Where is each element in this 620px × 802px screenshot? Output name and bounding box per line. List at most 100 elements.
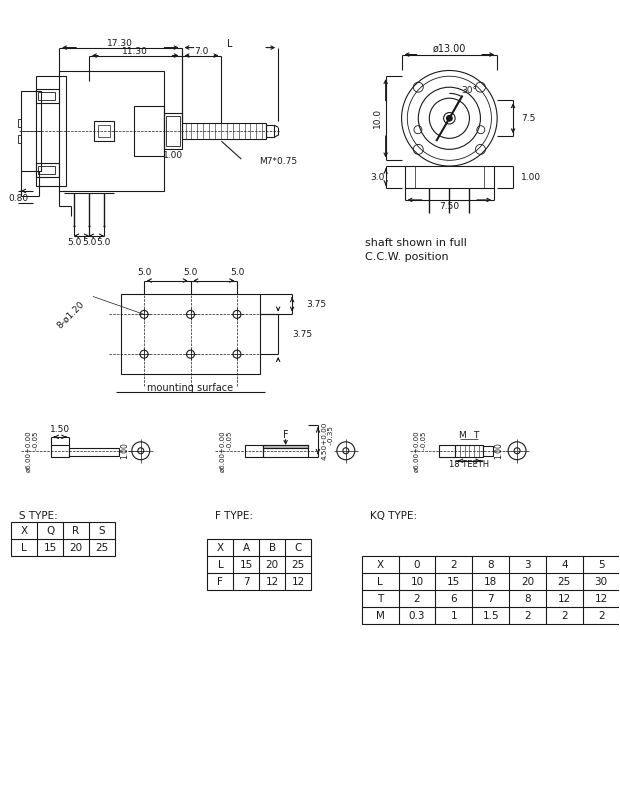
Text: L: L (378, 577, 383, 587)
Text: 7.50: 7.50 (440, 202, 459, 212)
Text: 5.0: 5.0 (137, 268, 151, 277)
Bar (483, 446, 493, 456)
Text: S: S (99, 526, 105, 536)
Text: 17.30: 17.30 (107, 39, 133, 48)
Text: M: M (458, 431, 466, 440)
Bar (51, 445, 69, 457)
Text: M7*0.75: M7*0.75 (259, 156, 298, 165)
Text: S TYPE:: S TYPE: (19, 512, 58, 521)
Text: 7: 7 (243, 577, 250, 587)
Text: 2: 2 (451, 560, 457, 569)
Text: X: X (217, 543, 224, 553)
Text: KQ TYPE:: KQ TYPE: (370, 512, 417, 521)
Text: 1.00: 1.00 (521, 172, 541, 181)
Text: ø6.00+0.00
         -0.05: ø6.00+0.00 -0.05 (414, 430, 427, 472)
Text: 18 TEETH: 18 TEETH (450, 460, 489, 469)
Bar (11, 522, 115, 557)
Text: 2: 2 (561, 610, 568, 621)
Bar (405, 166, 494, 188)
Text: M: M (376, 610, 384, 621)
Bar (36, 76, 66, 186)
Text: 12: 12 (291, 577, 304, 587)
Text: 1.00: 1.00 (495, 443, 503, 460)
Bar (166, 116, 180, 146)
Text: 2: 2 (598, 610, 604, 621)
Text: 11.30: 11.30 (122, 47, 148, 56)
Text: L: L (227, 38, 232, 49)
Text: shaft shown in full: shaft shown in full (365, 237, 467, 248)
Text: 12: 12 (558, 593, 571, 604)
Bar (69, 448, 119, 456)
Text: 15: 15 (43, 543, 57, 553)
Text: 18: 18 (484, 577, 497, 587)
Bar (246, 445, 264, 457)
Text: 12: 12 (595, 593, 608, 604)
Bar (266, 125, 274, 137)
Text: ø6.00+0.00
         -0.05: ø6.00+0.00 -0.05 (220, 430, 233, 472)
Text: L: L (218, 560, 223, 569)
Bar (134, 107, 164, 156)
Bar (38, 92, 55, 100)
Text: A: A (242, 543, 250, 553)
Bar (264, 445, 308, 457)
Text: 5.0: 5.0 (97, 238, 111, 247)
Text: 0.3: 0.3 (409, 610, 425, 621)
Text: 1: 1 (451, 610, 457, 621)
Text: ø6.00+0.00
         -0.05: ø6.00+0.00 -0.05 (26, 430, 38, 472)
Bar (361, 557, 619, 624)
Text: 8: 8 (487, 560, 494, 569)
Text: 3.75: 3.75 (292, 330, 312, 338)
Text: 3: 3 (524, 560, 531, 569)
Bar (36, 163, 59, 177)
Text: 2: 2 (524, 610, 531, 621)
Text: 25: 25 (291, 560, 304, 569)
Text: 20: 20 (521, 577, 534, 587)
Text: 2: 2 (414, 593, 420, 604)
Bar (59, 71, 164, 191)
Text: 5.0: 5.0 (67, 238, 81, 247)
Text: X: X (376, 560, 384, 569)
Text: ø13.00: ø13.00 (433, 43, 466, 54)
Text: 0: 0 (414, 560, 420, 569)
Text: 15: 15 (447, 577, 461, 587)
Text: 25: 25 (558, 577, 571, 587)
Text: 6: 6 (451, 593, 457, 604)
Text: T: T (377, 593, 383, 604)
Bar (208, 540, 311, 590)
Bar (415, 166, 484, 188)
Text: B: B (268, 543, 276, 553)
Bar (98, 125, 110, 137)
Text: 8: 8 (524, 593, 531, 604)
Text: 1.00: 1.00 (162, 151, 183, 160)
Text: 1.00: 1.00 (120, 443, 130, 460)
Text: 7.5: 7.5 (521, 114, 536, 123)
Bar (264, 445, 308, 448)
Text: 20: 20 (69, 543, 82, 553)
Text: F: F (218, 577, 223, 587)
Text: 3.75: 3.75 (306, 300, 326, 309)
Text: 12: 12 (265, 577, 279, 587)
Text: 5: 5 (598, 560, 604, 569)
Text: 5.0: 5.0 (82, 238, 96, 247)
Text: 10: 10 (410, 577, 423, 587)
Text: C: C (294, 543, 302, 553)
Bar (121, 294, 260, 374)
Text: C.C.W. position: C.C.W. position (365, 252, 448, 261)
Bar (182, 124, 266, 140)
Text: 1.5: 1.5 (482, 610, 499, 621)
Text: L: L (22, 543, 27, 553)
Bar (38, 166, 55, 174)
Bar (455, 445, 483, 457)
Text: X: X (20, 526, 28, 536)
Circle shape (446, 115, 452, 121)
Text: 7.0: 7.0 (194, 47, 209, 56)
Text: 5.0: 5.0 (230, 268, 244, 277)
Bar (19, 119, 21, 128)
Text: R: R (73, 526, 79, 536)
Text: 4.50+0.00
     -0.35: 4.50+0.00 -0.35 (321, 422, 334, 460)
Text: 10.0: 10.0 (373, 108, 382, 128)
Text: Q: Q (46, 526, 55, 536)
Text: 30°: 30° (461, 86, 477, 95)
Text: F TYPE:: F TYPE: (215, 512, 254, 521)
Text: 20: 20 (265, 560, 279, 569)
